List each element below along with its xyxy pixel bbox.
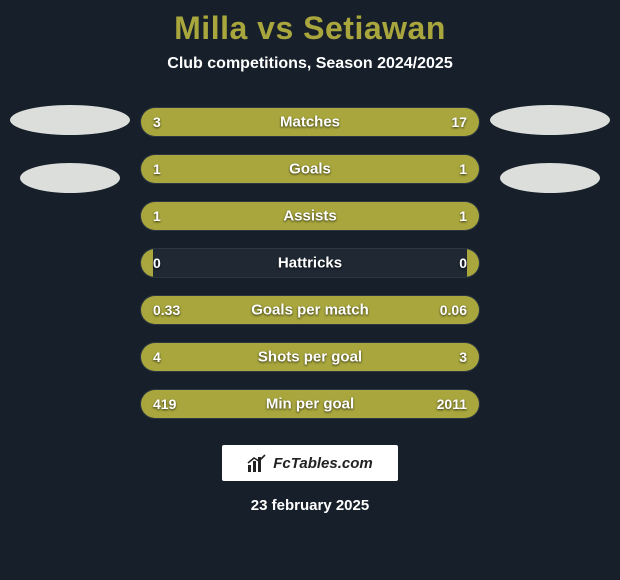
right-value: 17 bbox=[451, 114, 467, 130]
right-value: 1 bbox=[459, 161, 467, 177]
fill-right bbox=[202, 108, 479, 136]
right-value: 3 bbox=[459, 349, 467, 365]
metric-row: 1 Goals 1 bbox=[140, 154, 480, 184]
fill-left bbox=[141, 108, 202, 136]
page-title: Milla vs Setiawan bbox=[174, 10, 446, 47]
comparison-bars: 3 Matches 17 1 Goals 1 1 Assists 1 0 Hattricks 0 0.3… bbox=[140, 107, 480, 419]
fill-left bbox=[141, 249, 153, 277]
page-subtitle: Club competitions, Season 2024/2025 bbox=[167, 55, 452, 73]
footer-date: 23 february 2025 bbox=[251, 497, 369, 514]
chart-icon bbox=[247, 453, 267, 473]
comparison-layout: 3 Matches 17 1 Goals 1 1 Assists 1 0 Hattricks 0 0.3… bbox=[0, 107, 620, 419]
infographic-container: Milla vs Setiawan Club competitions, Sea… bbox=[0, 0, 620, 522]
metric-label: Goals per match bbox=[251, 302, 369, 319]
metric-label: Min per goal bbox=[266, 396, 354, 413]
left-badge-1 bbox=[10, 105, 130, 135]
right-value: 0 bbox=[459, 255, 467, 271]
metric-label: Matches bbox=[280, 114, 340, 131]
right-badge-2 bbox=[500, 163, 600, 193]
metric-row: 4 Shots per goal 3 bbox=[140, 342, 480, 372]
metric-row: 1 Assists 1 bbox=[140, 201, 480, 231]
right-badge-1 bbox=[490, 105, 610, 135]
metric-row: 0.33 Goals per match 0.06 bbox=[140, 295, 480, 325]
fill-right bbox=[467, 249, 479, 277]
left-value: 1 bbox=[153, 208, 161, 224]
fill-left bbox=[141, 155, 310, 183]
right-value: 1 bbox=[459, 208, 467, 224]
metric-label: Hattricks bbox=[278, 255, 342, 272]
metric-row: 3 Matches 17 bbox=[140, 107, 480, 137]
left-player-badges bbox=[10, 105, 130, 193]
left-badge-2 bbox=[20, 163, 120, 193]
left-value: 4 bbox=[153, 349, 161, 365]
left-value: 419 bbox=[153, 396, 176, 412]
brand-text: FcTables.com bbox=[273, 455, 372, 472]
right-player-badges bbox=[490, 105, 610, 193]
metric-label: Goals bbox=[289, 161, 331, 178]
metric-label: Shots per goal bbox=[258, 349, 362, 366]
left-value: 3 bbox=[153, 114, 161, 130]
left-value: 1 bbox=[153, 161, 161, 177]
left-value: 0.33 bbox=[153, 302, 180, 318]
fill-right bbox=[310, 155, 479, 183]
right-value: 2011 bbox=[437, 396, 467, 412]
brand-logo: FcTables.com bbox=[222, 445, 398, 481]
metric-row: 419 Min per goal 2011 bbox=[140, 389, 480, 419]
left-value: 0 bbox=[153, 255, 161, 271]
metric-row: 0 Hattricks 0 bbox=[140, 248, 480, 278]
metric-label: Assists bbox=[283, 208, 336, 225]
right-value: 0.06 bbox=[440, 302, 467, 318]
